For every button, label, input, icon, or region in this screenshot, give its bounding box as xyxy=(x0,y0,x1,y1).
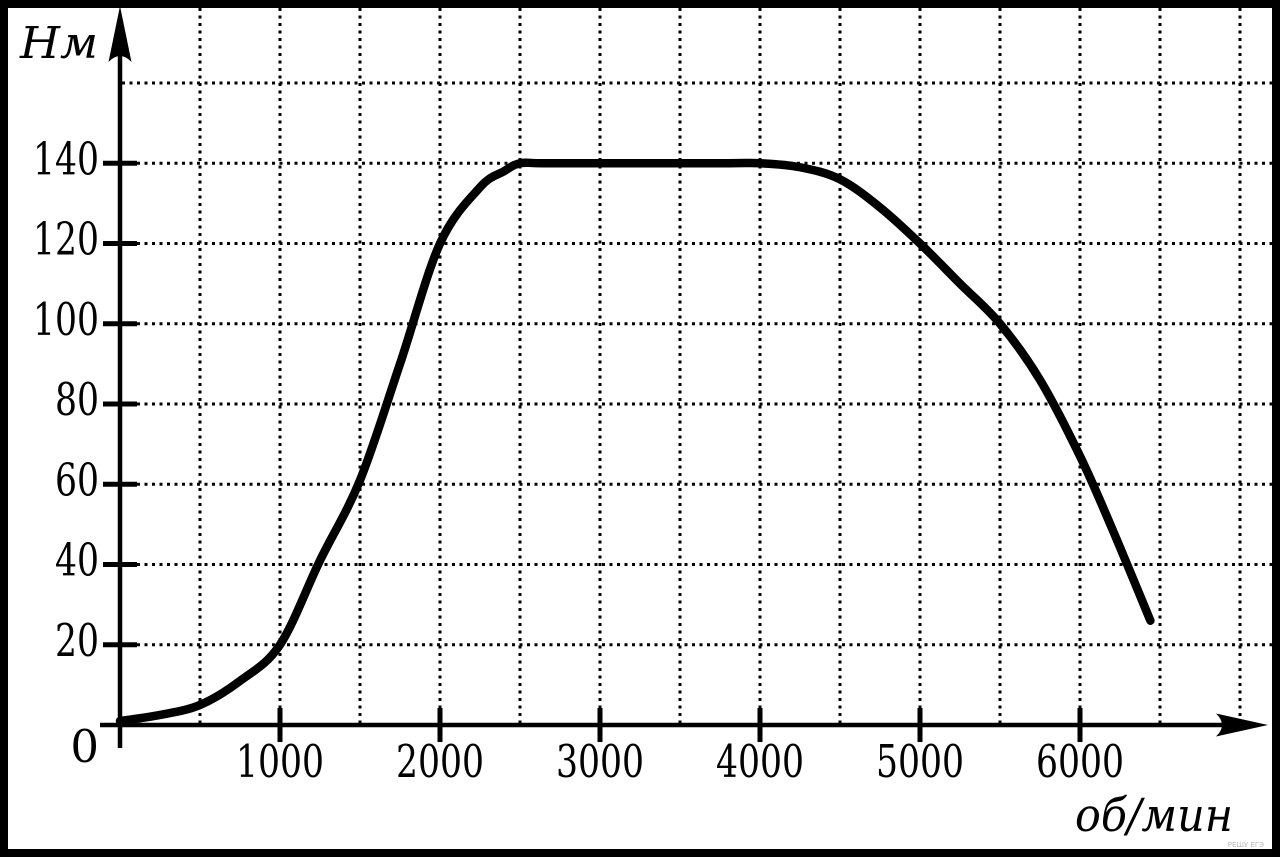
x-axis-title: об/мин xyxy=(1075,788,1233,842)
tick-labels: 20 40 60 80 100 120 140 1000 2000 3000 4000 5000 600… xyxy=(33,132,1124,788)
x-tick-label: 3000 xyxy=(556,735,644,788)
y-tick-label: 20 xyxy=(55,614,99,667)
x-tick-label: 2000 xyxy=(396,735,484,788)
watermark: РЕШУ ЕГЭ xyxy=(1228,841,1264,849)
y-axis-title: Нм xyxy=(19,18,98,69)
axes xyxy=(100,6,1268,748)
tick-marks xyxy=(103,160,1083,742)
x-tick-label: 6000 xyxy=(1036,735,1124,788)
x-axis-arrow-icon xyxy=(1216,713,1268,737)
torque-curve xyxy=(115,158,1155,726)
y-tick-label: 60 xyxy=(55,453,99,506)
y-tick-label: 40 xyxy=(55,534,99,587)
x-tick-label: 5000 xyxy=(876,735,964,788)
y-tick-label: 100 xyxy=(33,293,99,346)
origin-label: 0 xyxy=(70,720,99,773)
x-tick-label: 4000 xyxy=(716,735,804,788)
x-tick-label: 1000 xyxy=(236,735,324,788)
y-tick-label: 120 xyxy=(33,213,99,266)
y-axis-arrow-icon xyxy=(108,6,132,62)
y-tick-label: 80 xyxy=(55,373,99,426)
y-tick-label: 140 xyxy=(33,132,99,185)
